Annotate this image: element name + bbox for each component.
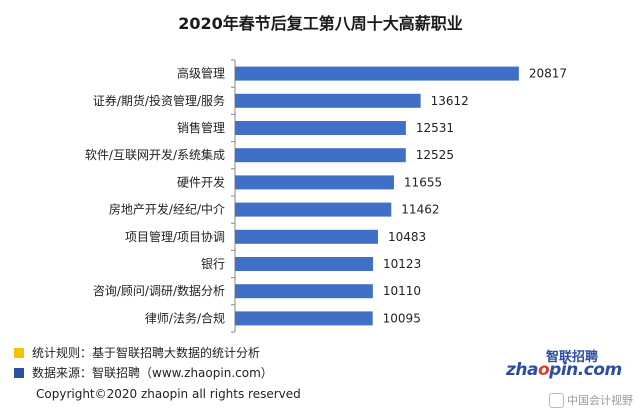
yellow-square-icon — [14, 347, 24, 358]
bar-chart: 高级管理 20817 证券/期货/投资管理/服务 13612 销售管理 12531 软件/互… — [85, 59, 567, 333]
data-label: 10095 — [383, 311, 421, 325]
category-label: 高级管理 — [177, 66, 225, 81]
bar — [235, 175, 394, 190]
bar — [235, 311, 373, 326]
data-label: 10110 — [383, 284, 421, 298]
data-label: 20817 — [529, 67, 567, 81]
bar — [235, 284, 373, 299]
category-label: 咨询/顾问/调研/数据分析 — [93, 283, 225, 298]
chart-title: 2020年春节后复工第八周十大高薪职业 — [178, 14, 463, 33]
note-source: 数据来源：智联招聘（www.zhaopin.com） — [14, 364, 273, 381]
bar — [235, 148, 406, 163]
category-label: 硬件开发 — [177, 174, 225, 189]
note-source-text: 数据来源：智联招聘（www.zhaopin.com） — [32, 366, 273, 380]
bar — [235, 93, 421, 108]
category-label: 软件/互联网开发/系统集成 — [85, 147, 225, 162]
data-label: 11462 — [401, 203, 439, 217]
category-label: 证券/期货/投资管理/服务 — [93, 93, 225, 108]
copyright-text: Copyright©2020 zhaopin all rights reserv… — [36, 387, 301, 401]
category-label: 律师/法务/合规 — [145, 310, 225, 325]
category-label: 销售管理 — [177, 120, 225, 135]
bar — [235, 66, 519, 81]
bar — [235, 121, 406, 135]
data-label: 10483 — [388, 230, 426, 244]
category-label: 银行 — [201, 257, 225, 271]
bar — [235, 257, 374, 271]
data-label: 13612 — [431, 94, 469, 108]
bar — [235, 229, 378, 244]
data-label: 12531 — [416, 121, 454, 135]
data-label: 10123 — [383, 257, 421, 271]
logo-wordmark: zhaopin.com — [506, 360, 622, 380]
zhaopin-logo: 智联招聘 zhaopin.com — [506, 348, 631, 380]
note-rule-text: 统计规则：基于智联招聘大数据的统计分析 — [32, 346, 261, 360]
data-label: 12525 — [416, 148, 454, 162]
bar — [235, 202, 392, 217]
category-label: 项目管理/项目协调 — [125, 229, 225, 244]
blue-square-icon — [14, 367, 24, 378]
data-label: 11655 — [404, 175, 442, 189]
watermark-text: 中国会计视野 — [567, 394, 633, 407]
category-label: 房地产开发/经纪/中介 — [109, 202, 225, 217]
note-rule: 统计规则：基于智联招聘大数据的统计分析 — [14, 344, 260, 361]
wechat-icon — [549, 392, 564, 408]
logo-chinese: 智联招聘 — [546, 350, 599, 365]
watermark: 中国会计视野 — [549, 392, 633, 408]
